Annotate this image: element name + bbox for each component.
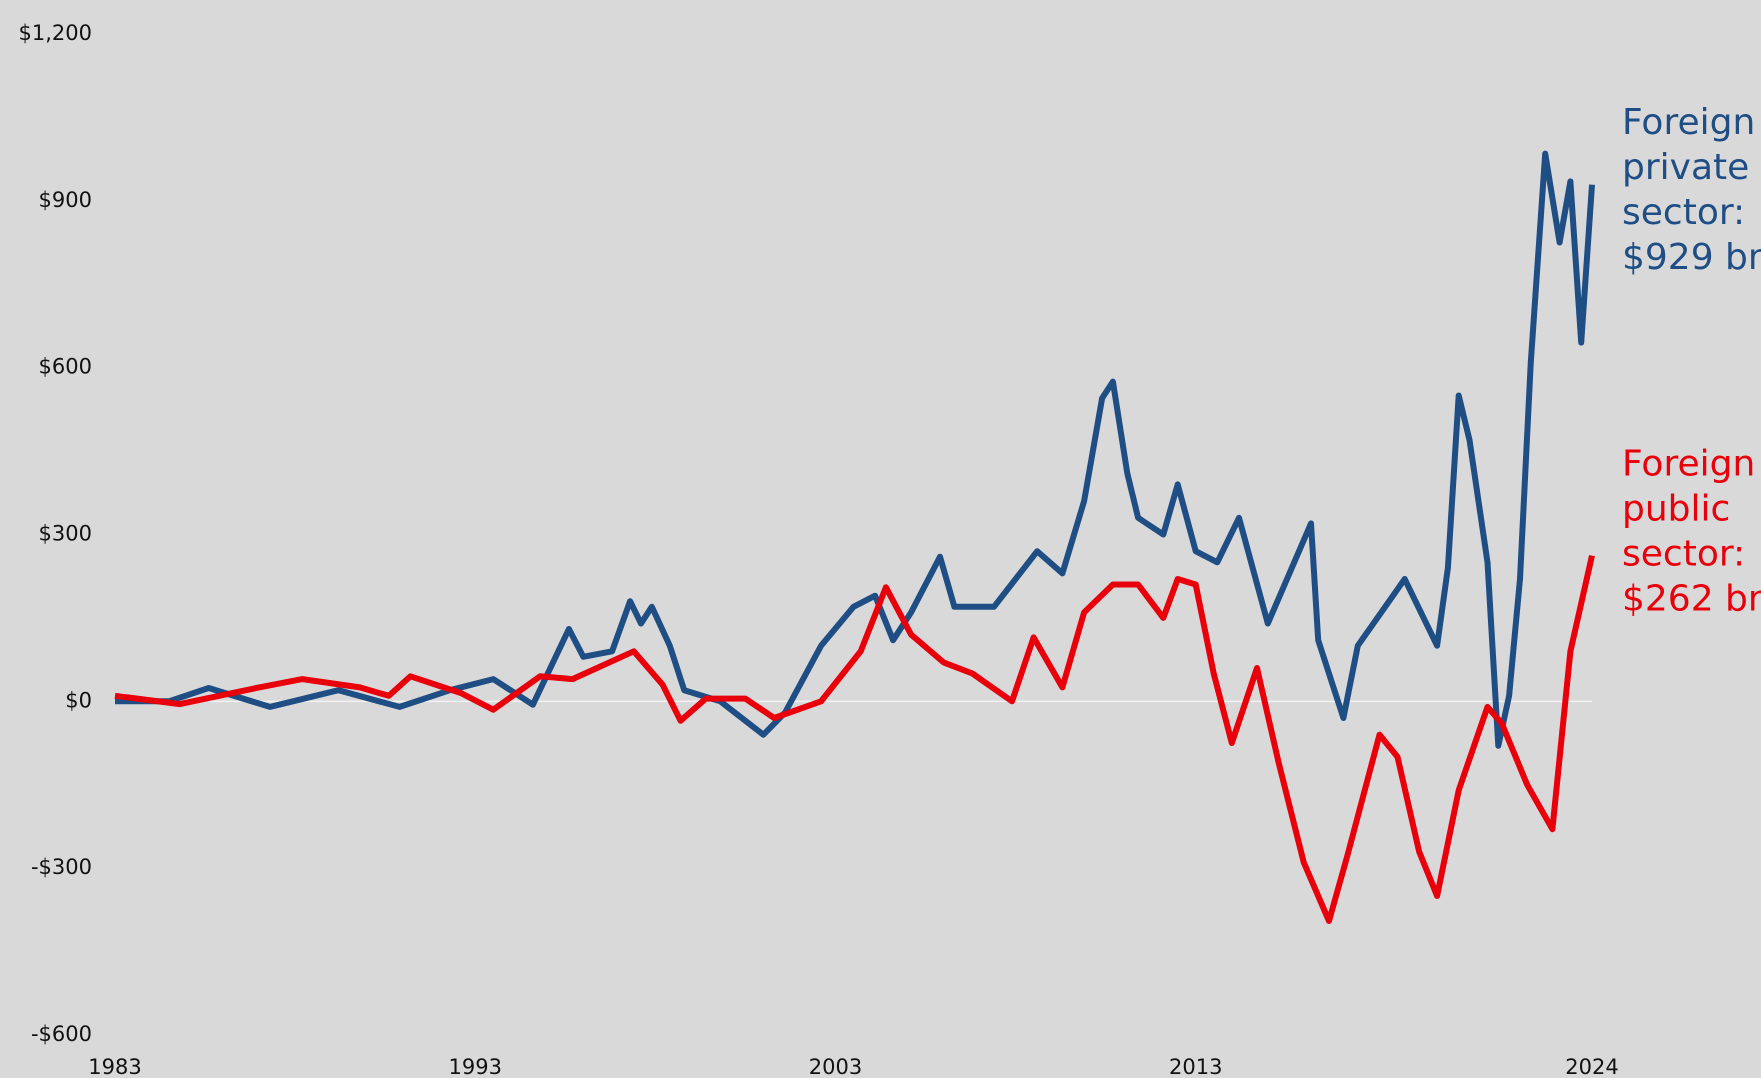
y-tick-label: $0 — [65, 688, 92, 712]
series-label: Foreign — [1622, 102, 1755, 143]
x-tick-label: 2024 — [1565, 1055, 1618, 1078]
y-tick-label: $300 — [39, 522, 92, 546]
series-label: $262 bn — [1622, 579, 1761, 620]
y-tick-label: $600 — [39, 355, 92, 379]
series-label: $929 bn — [1622, 237, 1761, 278]
series-label: Foreign — [1622, 444, 1755, 485]
x-tick-label: 2003 — [809, 1055, 862, 1078]
y-tick-label: $1,200 — [19, 21, 92, 45]
series-label: sector: — [1622, 534, 1745, 575]
x-tick-label: 1993 — [449, 1055, 502, 1078]
y-tick-label: -$300 — [31, 855, 92, 879]
series-label: public — [1622, 489, 1730, 530]
x-tick-label: 2013 — [1169, 1055, 1222, 1078]
x-tick-label: 1983 — [88, 1055, 141, 1078]
y-tick-label: -$600 — [31, 1022, 92, 1046]
line — [115, 150, 1595, 749]
series-label: private — [1622, 147, 1749, 188]
line — [114, 554, 1595, 924]
series-label: sector: — [1622, 192, 1745, 233]
y-tick-label: $900 — [39, 188, 92, 212]
